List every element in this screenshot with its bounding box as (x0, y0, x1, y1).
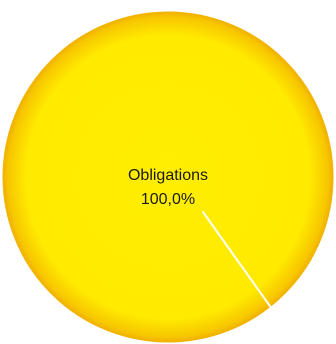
pie-slices (2, 11, 334, 343)
slice-label-percent: 100,0% (141, 191, 195, 208)
slice-divider-line (202, 211, 278, 317)
slice-label-name: Obligations (128, 167, 208, 184)
pie-slice-obligations (2, 11, 334, 343)
